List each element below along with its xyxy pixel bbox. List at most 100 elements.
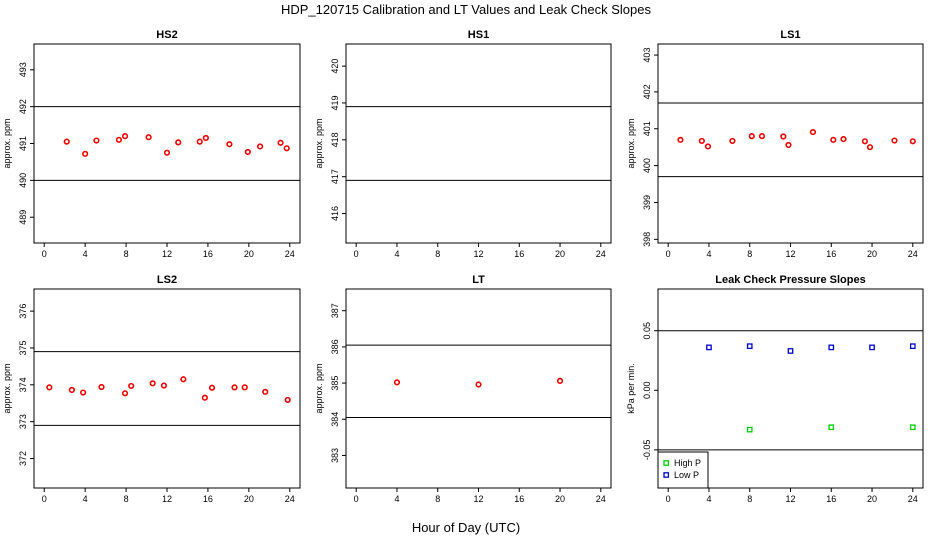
data-point: [196, 138, 203, 145]
data-point: [787, 348, 794, 354]
y-tick-label: 401: [642, 121, 652, 136]
data-point: [180, 376, 187, 383]
y-tick-label: 418: [330, 132, 340, 147]
y-axis-label: approx. ppm: [626, 118, 636, 168]
data-point: [840, 135, 847, 143]
y-tick-label: 400: [642, 158, 652, 173]
y-axis-label: approx. ppm: [314, 118, 324, 168]
y-tick-label: 416: [330, 206, 340, 221]
legend-label: High P: [674, 458, 701, 468]
data-point: [115, 136, 123, 143]
data-point: [704, 143, 712, 150]
y-axis-label: kPa per min.: [626, 363, 636, 414]
data-point: [393, 379, 401, 386]
y-tick-label: 385: [330, 376, 340, 391]
y-tick-label: 386: [330, 339, 340, 354]
data-point: [869, 344, 875, 351]
data-point: [149, 380, 156, 387]
y-tick-label: 419: [330, 95, 340, 110]
data-point: [63, 138, 70, 145]
x-tick-label: 12: [785, 249, 795, 259]
data-point: [746, 343, 753, 350]
y-axis-label: approx. ppm: [2, 118, 12, 168]
data-point: [128, 382, 135, 390]
data-point: [121, 390, 129, 397]
data-point: [160, 382, 168, 389]
y-tick-label: 490: [18, 173, 28, 188]
x-tick-label: 12: [162, 249, 172, 259]
data-point: [68, 386, 75, 394]
y-tick-label: 383: [330, 448, 340, 463]
figure-title: HDP_120715 Calibration and LT Values and…: [281, 2, 652, 17]
x-tick-label: 24: [908, 494, 918, 504]
panel-2: HS1 approx. ppm 0 4 8 12 16 20 24 416 417 418 419 420: [314, 29, 612, 259]
x-tick-label: 8: [124, 249, 129, 259]
x-tick-label: 8: [747, 494, 752, 504]
x-tick-label: 0: [42, 494, 47, 504]
data-point: [98, 383, 105, 391]
y-tick-label: 492: [18, 99, 28, 114]
data-point: [145, 134, 152, 141]
panel-3: LS1 approx. ppm 0 4 8 12 16 20 24 398 399 400 401 402…: [626, 29, 924, 259]
data-point: [698, 137, 705, 145]
data-point: [830, 136, 837, 143]
data-point: [284, 396, 291, 404]
x-tick-label: 0: [42, 249, 47, 259]
data-point: [758, 133, 766, 140]
y-tick-label: 417: [330, 169, 340, 184]
y-tick-label: 372: [18, 451, 28, 466]
data-point: [706, 344, 712, 351]
panel-5: LT approx. ppm 0 4 8 12 16 20 24 383 384 385 386 387: [314, 274, 612, 504]
y-tick-label: 399: [642, 195, 652, 210]
data-point: [780, 133, 787, 140]
x-tick-label: 24: [596, 249, 606, 259]
data-point: [46, 384, 53, 391]
x-tick-label: 12: [162, 494, 172, 504]
y-tick-label: 375: [18, 340, 28, 355]
x-tick-label: 20: [555, 494, 565, 504]
data-point: [163, 149, 171, 156]
x-tick-label: 8: [435, 249, 440, 259]
x-tick-label: 4: [394, 249, 399, 259]
x-tick-label: 20: [244, 494, 254, 504]
plot-frame: [345, 43, 612, 244]
data-point: [866, 144, 874, 151]
plot-frame: [345, 288, 612, 489]
legend-box: [657, 451, 709, 489]
x-tick-label: 8: [747, 249, 752, 259]
data-point: [828, 424, 835, 431]
data-point: [729, 137, 736, 145]
x-tick-label: 0: [354, 249, 359, 259]
x-tick-label: 12: [473, 494, 483, 504]
y-tick-label: 493: [18, 62, 28, 77]
data-point: [80, 389, 87, 396]
y-tick-label: -0.05: [642, 440, 652, 461]
data-point: [257, 143, 264, 150]
x-tick-label: 0: [666, 249, 671, 259]
x-tick-label: 0: [666, 494, 671, 504]
y-tick-label: 374: [18, 377, 28, 392]
panel-title: LS2: [157, 274, 177, 286]
y-tick-label: 0.00: [642, 382, 652, 400]
data-point: [175, 139, 182, 146]
y-tick-label: 376: [18, 304, 28, 319]
x-tick-label: 16: [203, 494, 213, 504]
x-tick-label: 24: [285, 494, 295, 504]
y-tick-label: 398: [642, 232, 652, 247]
panels: HS2 approx. ppm 0 4 8 12 16 20 24 489 490 491 492 493…: [2, 29, 924, 504]
data-point: [556, 377, 564, 385]
data-point: [93, 137, 100, 144]
legend-marker: [663, 472, 670, 478]
x-tick-label: 20: [867, 494, 877, 504]
panel-4: LS2 approx. ppm 0 4 8 12 16 20 24 372 373 374 375 376: [2, 274, 301, 504]
x-tick-label: 20: [555, 249, 565, 259]
panel-title: LS1: [780, 29, 800, 41]
y-axis-label: approx. ppm: [2, 363, 12, 413]
data-point: [909, 424, 916, 431]
x-tick-label: 8: [124, 494, 129, 504]
x-tick-label: 4: [706, 249, 711, 259]
legend-marker: [663, 460, 670, 466]
x-tick-label: 4: [394, 494, 399, 504]
data-point: [226, 141, 233, 148]
